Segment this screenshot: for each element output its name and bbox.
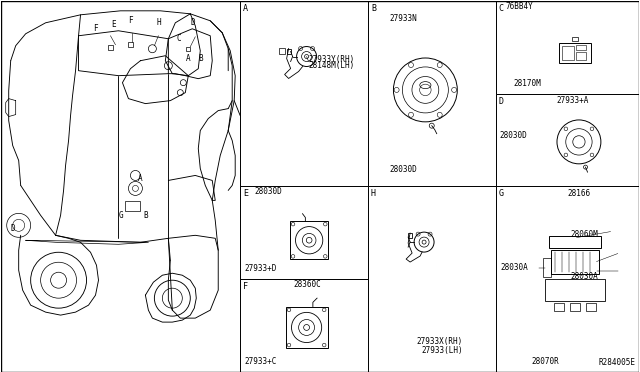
Text: 28170M: 28170M xyxy=(513,78,541,88)
Text: A: A xyxy=(138,174,143,183)
Text: R284005E: R284005E xyxy=(598,358,636,367)
Text: 27933+D: 27933+D xyxy=(244,264,276,273)
Bar xyxy=(562,46,573,60)
Text: F: F xyxy=(128,16,132,25)
Text: 28360C: 28360C xyxy=(294,280,321,289)
Text: A: A xyxy=(243,4,248,13)
Bar xyxy=(1,1,240,372)
Text: 28030A: 28030A xyxy=(570,272,598,281)
Text: 28060M: 28060M xyxy=(570,230,598,238)
Bar xyxy=(575,52,586,60)
Bar xyxy=(575,45,586,50)
Text: 28166: 28166 xyxy=(568,189,591,198)
Bar xyxy=(550,250,598,273)
Bar xyxy=(554,304,564,311)
Text: 76BB4Y: 76BB4Y xyxy=(506,2,533,11)
Text: C: C xyxy=(499,4,504,13)
Text: 28030A: 28030A xyxy=(500,263,529,272)
Text: F: F xyxy=(243,282,248,291)
Bar xyxy=(543,257,550,278)
Bar xyxy=(128,42,133,47)
Bar xyxy=(240,279,368,372)
Text: 27933Y(RH): 27933Y(RH) xyxy=(308,55,355,64)
Text: F: F xyxy=(93,24,98,33)
Bar xyxy=(279,48,285,54)
Bar xyxy=(108,45,113,50)
Bar xyxy=(290,221,328,259)
Bar xyxy=(186,47,190,51)
Text: B: B xyxy=(143,211,148,220)
Bar xyxy=(570,304,580,311)
Text: E: E xyxy=(111,20,116,29)
Bar xyxy=(368,1,495,186)
Text: 28030D: 28030D xyxy=(500,131,527,140)
Text: C: C xyxy=(176,34,180,43)
Text: A: A xyxy=(186,54,191,63)
Bar xyxy=(408,233,412,238)
Text: 28070R: 28070R xyxy=(532,357,559,366)
Bar xyxy=(559,43,591,62)
Text: 27933N: 27933N xyxy=(390,14,417,23)
Bar xyxy=(287,48,291,54)
Text: 28030D: 28030D xyxy=(390,166,417,174)
Text: 27933+C: 27933+C xyxy=(244,357,276,366)
Text: 27933(LH): 27933(LH) xyxy=(422,346,463,355)
Text: 27933+A: 27933+A xyxy=(556,96,588,105)
Text: E: E xyxy=(243,189,248,198)
Bar xyxy=(125,201,140,211)
Bar xyxy=(548,235,600,247)
Text: 27933X(RH): 27933X(RH) xyxy=(417,337,463,346)
Bar xyxy=(545,279,605,301)
Text: 28030D: 28030D xyxy=(254,187,282,196)
Text: G: G xyxy=(499,189,504,198)
Text: D: D xyxy=(10,224,15,233)
Bar xyxy=(368,186,495,372)
Bar xyxy=(495,186,639,372)
Bar xyxy=(495,1,639,94)
Bar xyxy=(240,1,368,186)
Text: B: B xyxy=(198,54,203,63)
Bar xyxy=(240,186,368,279)
Text: D: D xyxy=(499,97,504,106)
Text: D: D xyxy=(191,18,196,27)
Bar xyxy=(572,37,578,41)
Bar xyxy=(495,94,639,186)
Bar xyxy=(586,304,596,311)
Text: H: H xyxy=(371,189,376,198)
Text: B: B xyxy=(371,4,376,13)
Text: 28148M(LH): 28148M(LH) xyxy=(308,61,355,70)
Text: G: G xyxy=(118,211,123,220)
Bar xyxy=(285,307,328,349)
Text: H: H xyxy=(156,18,161,27)
